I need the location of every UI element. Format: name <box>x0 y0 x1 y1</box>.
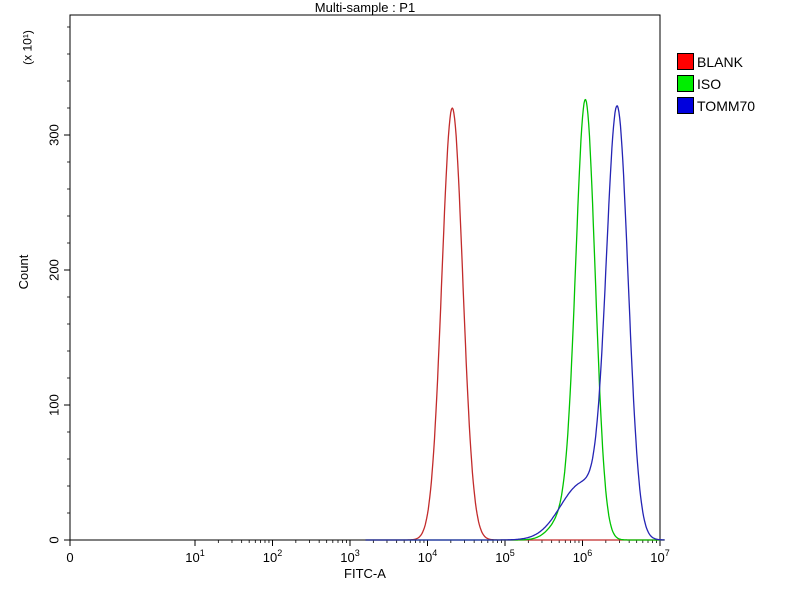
x-tick-label: 101 <box>185 548 204 565</box>
x-tick-label: 102 <box>263 548 282 565</box>
legend-swatch-blank <box>677 53 694 70</box>
x-tick-label: 104 <box>418 548 437 565</box>
curve-iso <box>365 98 665 541</box>
y-tick-label: 0 <box>47 536 62 543</box>
plot-frame <box>69 14 661 541</box>
y-axis-label: Count <box>16 254 31 290</box>
legend-label: BLANK <box>697 53 743 70</box>
x-tick-label: 106 <box>573 548 592 565</box>
curve-blank <box>365 107 665 541</box>
y-tick-label: 100 <box>47 394 62 416</box>
legend-label: ISO <box>697 75 722 92</box>
legend-item-tomm70: TOMM70 <box>677 97 755 114</box>
x-axis-label: FITC-A <box>344 566 386 581</box>
x-tick-label: 0 <box>66 550 73 565</box>
legend-swatch-tomm70 <box>677 97 694 114</box>
y-tick-label: 300 <box>47 124 62 146</box>
legend: BLANK ISO TOMM70 <box>677 53 755 114</box>
legend-swatch-iso <box>677 75 694 92</box>
curve-tomm70 <box>365 105 665 541</box>
x-tick-label: 107 <box>650 548 669 565</box>
chart-title: Multi-sample : P1 <box>314 0 416 15</box>
legend-label: TOMM70 <box>697 97 756 114</box>
x-tick-label: 105 <box>495 548 514 565</box>
x-tick-label: 103 <box>340 548 359 565</box>
legend-item-blank: BLANK <box>677 53 755 70</box>
y-axis-unit-label: (x 10¹) <box>20 30 35 65</box>
legend-item-iso: ISO <box>677 75 755 92</box>
y-tick-label: 200 <box>47 259 62 281</box>
